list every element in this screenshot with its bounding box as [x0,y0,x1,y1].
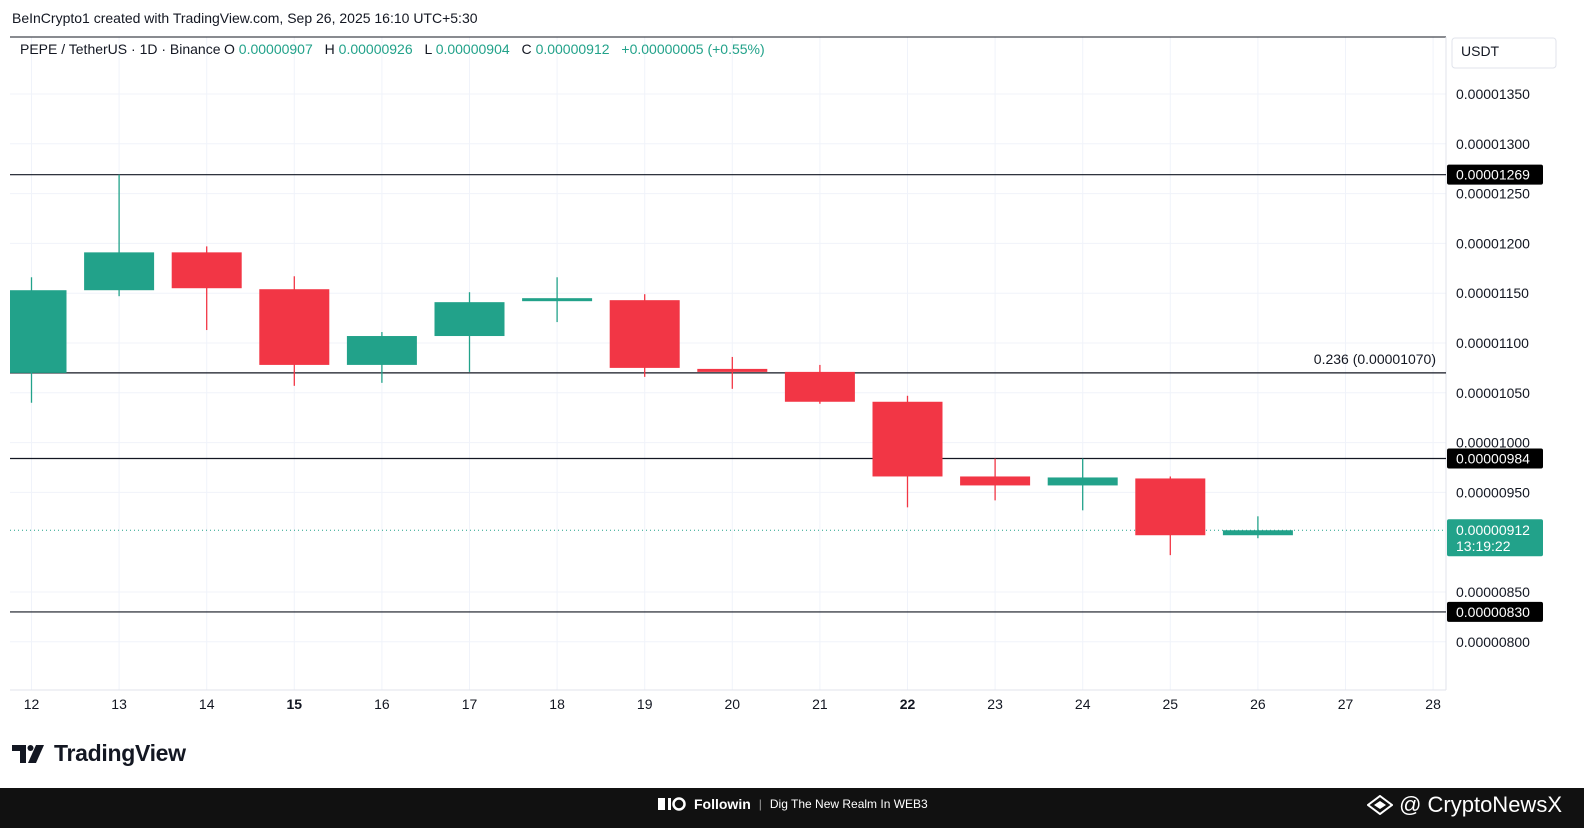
candle-body [84,252,155,291]
level-price-label: 0.00000830 [1456,604,1530,620]
footer-tagline: Dig The New Realm In WEB3 [769,797,928,811]
ohlc-legend: PEPE / TetherUS · 1D · Binance O 0.00000… [20,41,765,57]
y-tick-label: 0.00001350 [1456,86,1530,102]
footer-brand-name[interactable]: Followin [694,796,751,812]
y-tick-label: 0.00001200 [1456,235,1530,251]
y-tick-label: 0.00000800 [1456,634,1530,650]
x-tick-label: 17 [462,696,478,712]
y-tick-label: 0.00001250 [1456,186,1530,202]
currency-button[interactable] [1451,37,1557,69]
candle-body [960,476,1031,486]
candle-body [434,302,505,337]
x-tick-label: 18 [549,696,565,712]
diamond-logo-icon [1367,795,1394,815]
x-tick-label: 21 [812,696,828,712]
y-tick-label: 0.00001150 [1456,285,1529,301]
tradingview-logo[interactable]: TradingView [12,740,186,767]
candle-body [784,371,855,402]
current-countdown-label: 13:19:22 [1456,538,1511,554]
legend-high-label: H [325,41,335,57]
currency-label: USDT [1461,43,1500,59]
price-axis: USDT 0.00001350 0.00001300 0.00001250 0.000… [1451,37,1557,650]
watermark: @ CryptoNewsX [1367,792,1562,818]
tradingview-logo-icon [12,744,44,763]
candle-body [697,368,768,372]
candle-body [872,401,943,477]
x-tick-label: 14 [199,696,215,712]
current-price-tag [1447,519,1543,557]
legend-symbol[interactable]: PEPE / TetherUS · 1D · Binance [20,41,221,57]
level-price-label: 0.00001269 [1456,167,1530,183]
footer-brand-group: Followin | Dig The New Realm In WEB3 [658,796,928,812]
followin-logo-icon [658,797,686,811]
candle-body [1222,530,1293,536]
x-tick-label: 28 [1425,696,1441,712]
footer-bar: Followin | Dig The New Realm In WEB3 @ C… [0,788,1584,828]
y-tick-label: 0.00001300 [1456,136,1530,152]
y-tick-label: 0.00000850 [1456,584,1530,600]
candle-body [259,289,330,365]
legend-low-label: L [425,41,433,57]
x-tick-label: 15 [287,696,303,712]
candle-body [1135,478,1206,536]
x-tick-label: 20 [725,696,741,712]
watermark-text: @ CryptoNewsX [1399,792,1562,817]
candle-body [609,300,680,368]
level-price-label: 0.00000984 [1456,451,1530,467]
legend-change: +0.00000005 (+0.55%) [621,41,764,57]
x-tick-label: 25 [1163,696,1179,712]
candle-body [171,252,242,289]
time-axis: 12 13 14 15 16 17 18 19 20 21 22 23 24 25 26 27 28 [24,696,1441,712]
tradingview-logo-text: TradingView [54,740,186,766]
x-tick-label: 16 [374,696,390,712]
y-tick-label: 0.00001000 [1456,435,1530,451]
legend-open-value: 0.00000907 [239,41,313,57]
legend-low-value: 0.00000904 [436,41,510,57]
x-tick-label: 26 [1250,696,1266,712]
level-price-tag [1447,448,1543,469]
chart-credit: BeInCrypto1 created with TradingView.com… [12,10,478,26]
candles [10,174,1293,556]
candle-body [1047,477,1118,486]
fib-level-label: 0.236 (0.00001070) [1314,351,1436,367]
x-tick-label: 12 [24,696,40,712]
current-price-label: 0.00000912 [1456,522,1530,538]
x-tick-label: 19 [637,696,653,712]
chart-frame [10,36,1447,691]
x-tick-label: 27 [1338,696,1354,712]
candle-body [522,298,593,302]
x-tick-label: 22 [900,696,916,712]
legend-open-label: O [224,41,235,57]
y-tick-label: 0.00000950 [1456,484,1530,500]
candle-body [10,290,67,373]
y-tick-label: 0.00001100 [1456,335,1529,351]
grid-layer [10,37,1446,690]
x-tick-label: 24 [1075,696,1091,712]
x-tick-label: 23 [987,696,1003,712]
legend-high-value: 0.00000926 [339,41,413,57]
y-tick-label: 0.00001050 [1456,385,1530,401]
legend-close-value: 0.00000912 [536,41,610,57]
x-tick-label: 13 [111,696,127,712]
legend-close-label: C [522,41,532,57]
level-price-tag [1447,601,1543,622]
footer-separator: | [758,797,762,811]
candle-body [346,336,417,365]
svg-text:PEPE / TetherUS · 1D · Binance: PEPE / TetherUS · 1D · Binance O 0.00000… [20,41,765,57]
level-price-tag [1447,164,1543,185]
